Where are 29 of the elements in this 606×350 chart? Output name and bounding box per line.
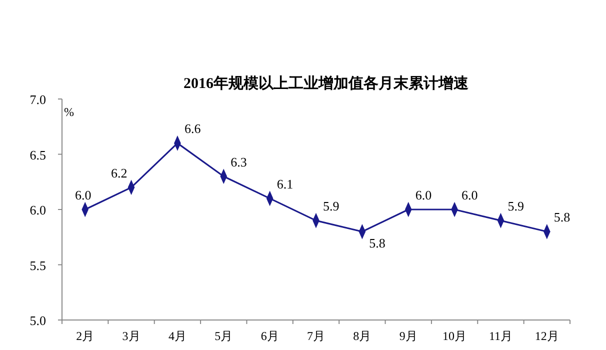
x-tick-label: 8月	[353, 329, 372, 343]
data-label: 6.2	[111, 165, 128, 180]
x-tick-label: 4月	[168, 329, 186, 343]
y-axis-title: %	[64, 105, 74, 119]
x-tick-label: 9月	[399, 329, 418, 343]
x-tick-label: 7月	[307, 329, 325, 343]
data-label: 6.1	[276, 176, 294, 192]
x-tick-label: 10月	[442, 329, 467, 343]
y-tick-label: 7.0	[30, 92, 46, 107]
x-tick-label: 12月	[534, 329, 559, 343]
x-tick-label: 5月	[214, 329, 233, 343]
x-tick-label: 3月	[122, 329, 140, 343]
y-tick-label: 6.0	[30, 202, 46, 218]
data-label: 6.0	[415, 188, 432, 202]
data-label: 5.8	[554, 210, 570, 225]
x-tick-label: 2月	[76, 329, 94, 343]
data-label: 5.8	[369, 236, 386, 251]
data-label: 5.9	[323, 198, 340, 214]
data-label: 6.6	[184, 121, 202, 136]
data-label: 6.3	[230, 154, 247, 170]
x-tick-label: 11月	[488, 329, 513, 343]
y-tick-label: 5.5	[30, 258, 46, 273]
y-tick-label: 6.5	[30, 147, 46, 162]
data-label: 6.0	[74, 188, 92, 202]
y-tick-label: 5.0	[30, 313, 46, 328]
x-tick-label: 6月	[260, 329, 279, 343]
chart-title: 2016年规模以上工业增加值各月末累计增速	[184, 75, 470, 92]
data-label: 6.0	[462, 188, 478, 202]
data-label: 5.9	[508, 198, 524, 214]
